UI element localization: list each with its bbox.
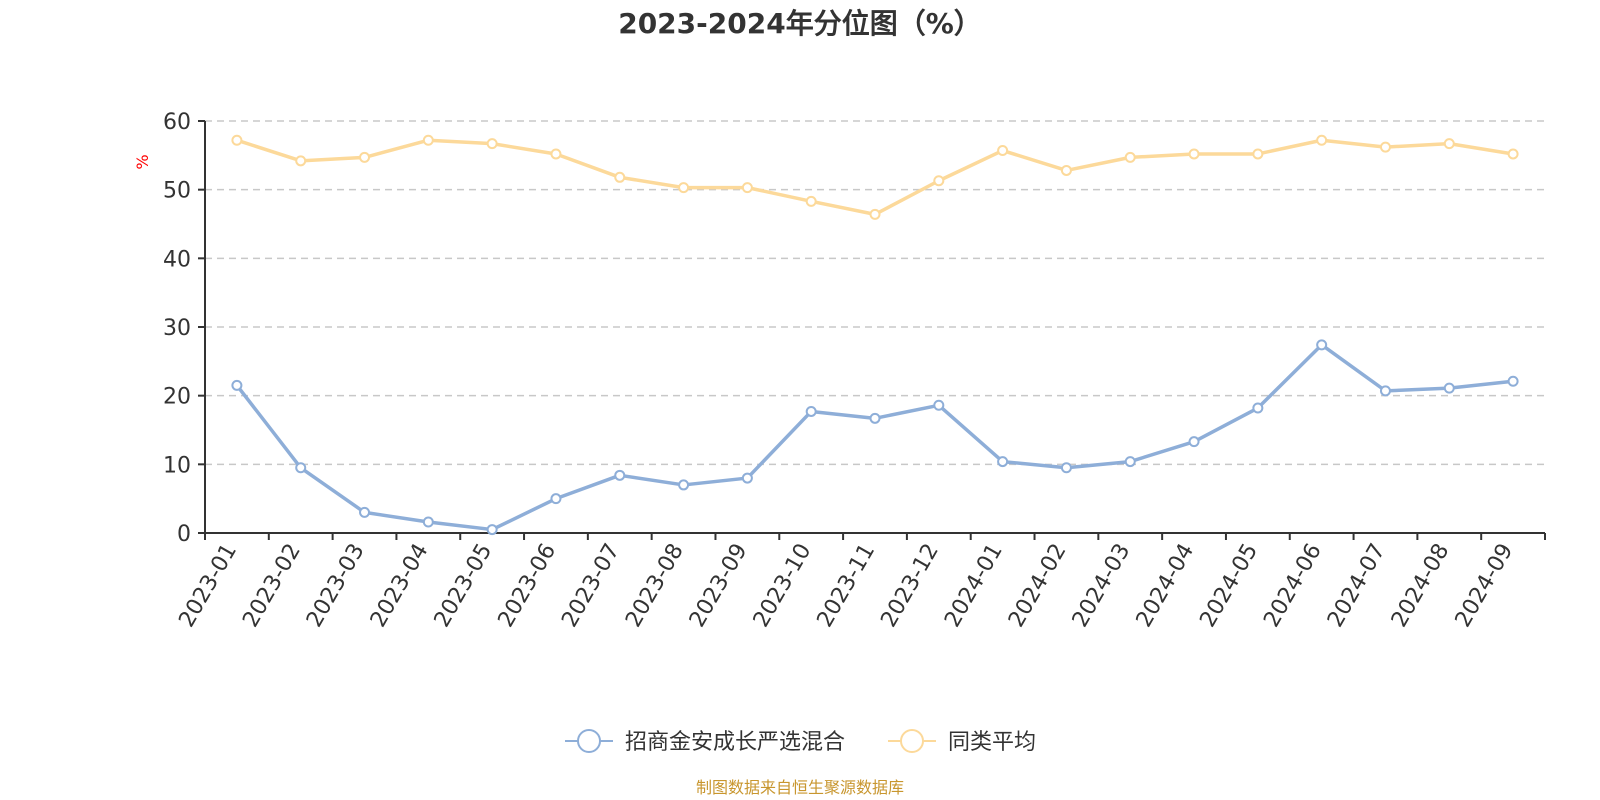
x-tick-label: 2023-01 [174,540,242,632]
legend-circle-marker [900,729,924,753]
x-tick-label: 2024-07 [1323,540,1391,632]
data-point[interactable] [1316,339,1328,351]
data-point[interactable] [486,524,498,536]
data-point[interactable] [359,151,371,163]
data-point[interactable] [1507,375,1519,387]
data-point[interactable] [678,182,690,194]
y-tick-label: 60 [163,110,191,135]
axes: 01020304050602023-012023-022023-032023-0… [163,110,1546,632]
x-tick-label: 2023-02 [238,540,306,632]
data-point[interactable] [614,171,626,183]
data-point[interactable] [678,479,690,491]
x-tick-label: 2023-10 [749,540,817,632]
data-point[interactable] [1188,436,1200,448]
data-point[interactable] [550,493,562,505]
data-point[interactable] [1188,148,1200,160]
x-tick-label: 2024-03 [1068,540,1136,632]
data-point[interactable] [359,506,371,518]
data-point[interactable] [231,134,243,146]
legend-item-0[interactable]: 招商金安成长严选混合 [565,729,845,755]
data-point[interactable] [933,399,945,411]
data-point[interactable] [933,175,945,187]
data-point[interactable] [1060,462,1072,474]
data-point[interactable] [486,138,498,150]
data-point[interactable] [295,462,307,474]
data-point[interactable] [997,456,1009,468]
data-point[interactable] [1252,402,1264,414]
x-tick-label: 2024-04 [1132,540,1200,632]
data-point[interactable] [231,379,243,391]
grid-lines [205,120,1545,466]
x-tick-label: 2023-12 [876,540,944,632]
x-tick-label: 2024-09 [1451,540,1519,632]
data-point[interactable] [1443,382,1455,394]
data-point[interactable] [1124,151,1136,163]
series-0 [231,339,1519,536]
legend: 招商金安成长严选混合 同类平均 [565,729,1036,755]
y-tick-label: 10 [163,453,191,478]
data-point[interactable] [805,195,817,207]
data-point[interactable] [422,134,434,146]
legend-label: 招商金安成长严选混合 [625,730,845,755]
chart-title: 2023-2024年分位图（%） [618,7,982,40]
x-tick-label: 2023-06 [494,540,562,632]
x-tick-label: 2023-07 [557,540,625,632]
data-point[interactable] [805,405,817,417]
y-tick-label: 20 [163,385,191,410]
x-tick-label: 2023-08 [621,540,689,632]
legend-item-1[interactable]: 同类平均 [888,729,1036,755]
data-point[interactable] [1379,141,1391,153]
data-point[interactable] [1379,385,1391,397]
data-point[interactable] [1252,148,1264,160]
data-point[interactable] [550,148,562,160]
y-axis-label: % [133,154,152,169]
source-note: 制图数据来自恒生聚源数据库 [696,778,904,797]
x-tick-label: 2024-05 [1195,540,1263,632]
data-point[interactable] [295,155,307,167]
x-tick-label: 2023-03 [302,540,370,632]
data-point[interactable] [422,516,434,528]
data-point[interactable] [1060,164,1072,176]
legend-label: 同类平均 [948,730,1036,755]
y-tick-label: 50 [163,179,191,204]
data-point[interactable] [1316,134,1328,146]
x-tick-label: 2024-08 [1387,540,1455,632]
x-tick-label: 2023-11 [813,540,881,632]
y-tick-label: 0 [177,522,191,547]
series-1 [231,134,1519,220]
series-line [236,138,1514,217]
data-point[interactable] [741,472,753,484]
data-point[interactable] [869,208,881,220]
data-point[interactable] [1443,138,1455,150]
x-tick-label: 2024-06 [1259,540,1327,632]
x-tick-label: 2024-01 [940,540,1008,632]
x-tick-label: 2023-05 [430,540,498,632]
data-point[interactable] [614,469,626,481]
legend-circle-marker [577,729,601,753]
y-tick-label: 30 [163,316,191,341]
series-line [235,343,1514,532]
data-point[interactable] [1507,148,1519,160]
x-tick-label: 2024-02 [1004,540,1072,632]
data-point[interactable] [869,412,881,424]
data-point[interactable] [997,145,1009,157]
y-tick-label: 40 [163,247,191,272]
data-point[interactable] [741,182,753,194]
x-tick-label: 2023-09 [685,540,753,632]
data-point[interactable] [1124,456,1136,468]
x-tick-label: 2023-04 [366,540,434,632]
series-layer [231,134,1519,536]
